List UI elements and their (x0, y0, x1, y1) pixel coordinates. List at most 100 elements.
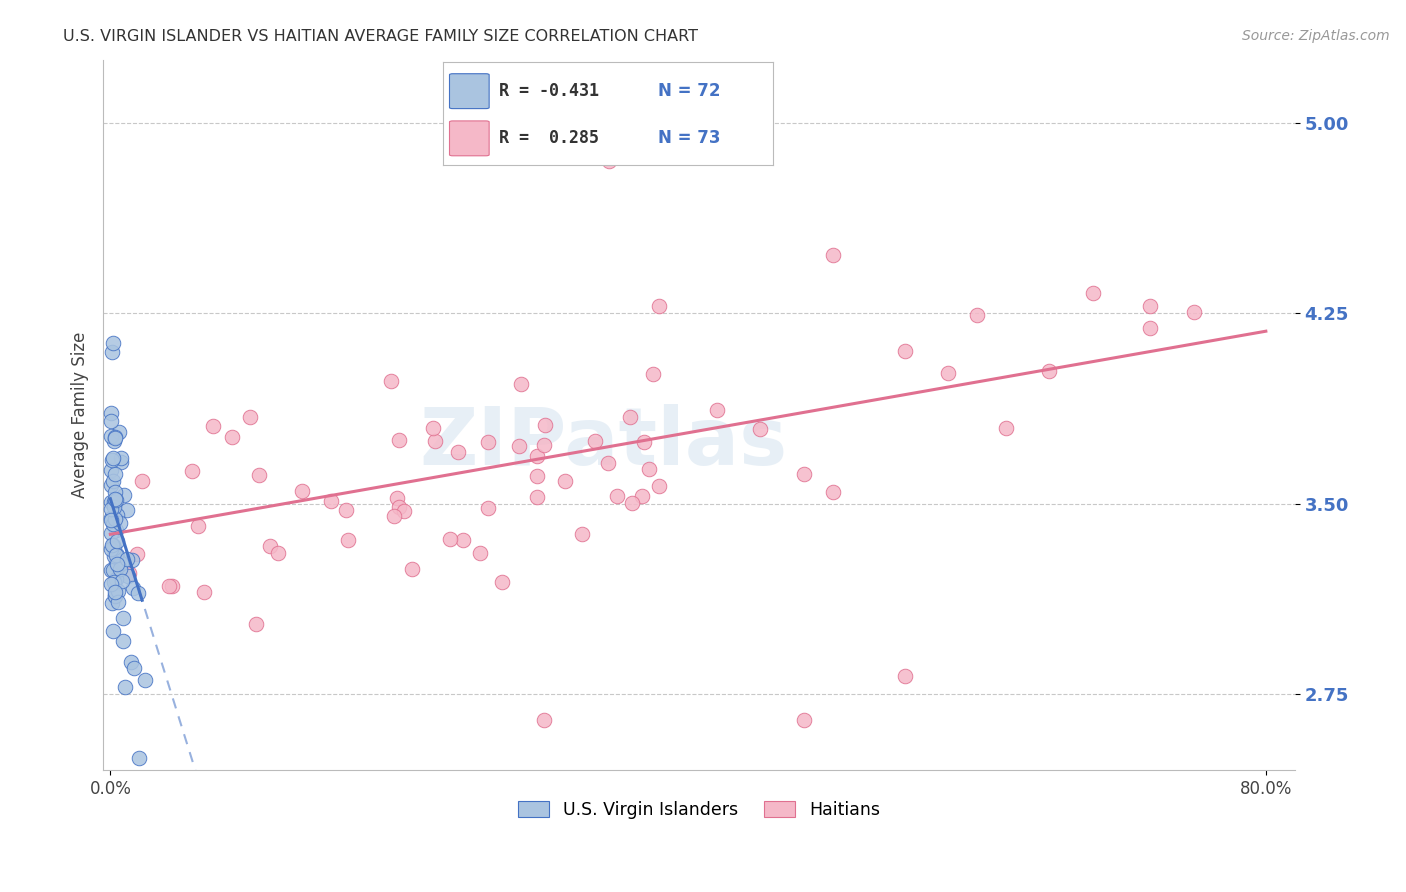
Point (533, 713, 555, 727)
Point (821, 248, 844, 262)
Text: Source: ZipAtlas.com: Source: ZipAtlas.com (1241, 29, 1389, 43)
Point (104, 431, 127, 445)
Point (388, 433, 411, 447)
Point (554, 474, 576, 488)
Point (103, 500, 125, 514)
Point (103, 541, 125, 555)
Point (187, 519, 209, 533)
Point (936, 366, 959, 380)
Point (267, 546, 290, 560)
Point (105, 508, 128, 522)
Point (111, 574, 134, 588)
Text: U.S. VIRGIN ISLANDER VS HAITIAN AVERAGE FAMILY SIZE CORRELATION CHART: U.S. VIRGIN ISLANDER VS HAITIAN AVERAGE … (63, 29, 699, 44)
Point (966, 308, 988, 322)
Point (104, 485, 127, 500)
Point (103, 563, 125, 577)
Point (706, 403, 728, 417)
Point (619, 410, 641, 425)
Point (105, 493, 128, 508)
Text: N = 72: N = 72 (658, 82, 720, 100)
Point (117, 568, 139, 582)
Point (180, 464, 202, 478)
Point (114, 680, 136, 694)
Point (111, 611, 134, 625)
Point (596, 456, 619, 470)
FancyBboxPatch shape (450, 121, 489, 156)
Point (526, 449, 548, 463)
Point (749, 422, 772, 436)
Point (100, 429, 122, 443)
Point (131, 474, 153, 488)
Point (526, 490, 548, 504)
Point (571, 526, 593, 541)
Point (100, 414, 122, 428)
Point (620, 495, 643, 509)
Point (104, 589, 127, 603)
Point (631, 490, 654, 504)
Legend: U.S. Virgin Islanders, Haitians: U.S. Virgin Islanders, Haitians (510, 794, 887, 826)
Point (103, 624, 125, 638)
Point (380, 374, 402, 388)
Point (633, 435, 655, 450)
Point (446, 445, 468, 459)
Point (105, 523, 128, 537)
Point (387, 500, 409, 515)
Point (104, 549, 127, 563)
Point (103, 434, 125, 449)
Point (893, 669, 915, 683)
Point (105, 558, 128, 572)
Point (648, 479, 671, 493)
Point (100, 563, 122, 577)
Point (100, 407, 122, 421)
Point (104, 585, 127, 599)
Point (100, 576, 122, 591)
Point (100, 453, 122, 467)
Point (120, 656, 142, 670)
Point (337, 533, 360, 547)
Text: ZIPatlas: ZIPatlas (419, 404, 787, 483)
Point (101, 344, 124, 359)
Point (100, 502, 122, 516)
Point (118, 566, 141, 580)
Point (100, 526, 122, 541)
Point (122, 661, 145, 675)
Point (335, 503, 357, 517)
Point (101, 516, 124, 531)
Point (793, 467, 815, 482)
Point (103, 494, 125, 508)
Point (1139, 320, 1161, 334)
Point (107, 558, 129, 573)
Point (1139, 299, 1161, 313)
Point (115, 502, 138, 516)
Point (239, 409, 262, 424)
Point (491, 575, 513, 590)
Point (422, 421, 444, 435)
Point (245, 616, 267, 631)
Point (583, 434, 606, 449)
Point (100, 495, 122, 509)
Point (107, 594, 129, 608)
Point (105, 534, 128, 549)
Point (101, 475, 124, 489)
Point (221, 430, 243, 444)
Point (423, 434, 446, 448)
Point (107, 548, 129, 562)
Point (108, 425, 131, 440)
Point (107, 584, 129, 599)
Point (648, 299, 671, 313)
Point (793, 713, 815, 727)
Point (1182, 305, 1205, 319)
Point (533, 437, 555, 451)
Point (638, 462, 661, 476)
Point (510, 376, 533, 391)
Point (100, 478, 122, 492)
Point (100, 511, 122, 525)
Point (100, 595, 122, 609)
Point (157, 579, 180, 593)
Point (291, 483, 314, 498)
Point (108, 516, 131, 530)
Point (1038, 364, 1060, 378)
Point (110, 451, 132, 466)
Point (104, 572, 127, 586)
Point (103, 575, 125, 590)
